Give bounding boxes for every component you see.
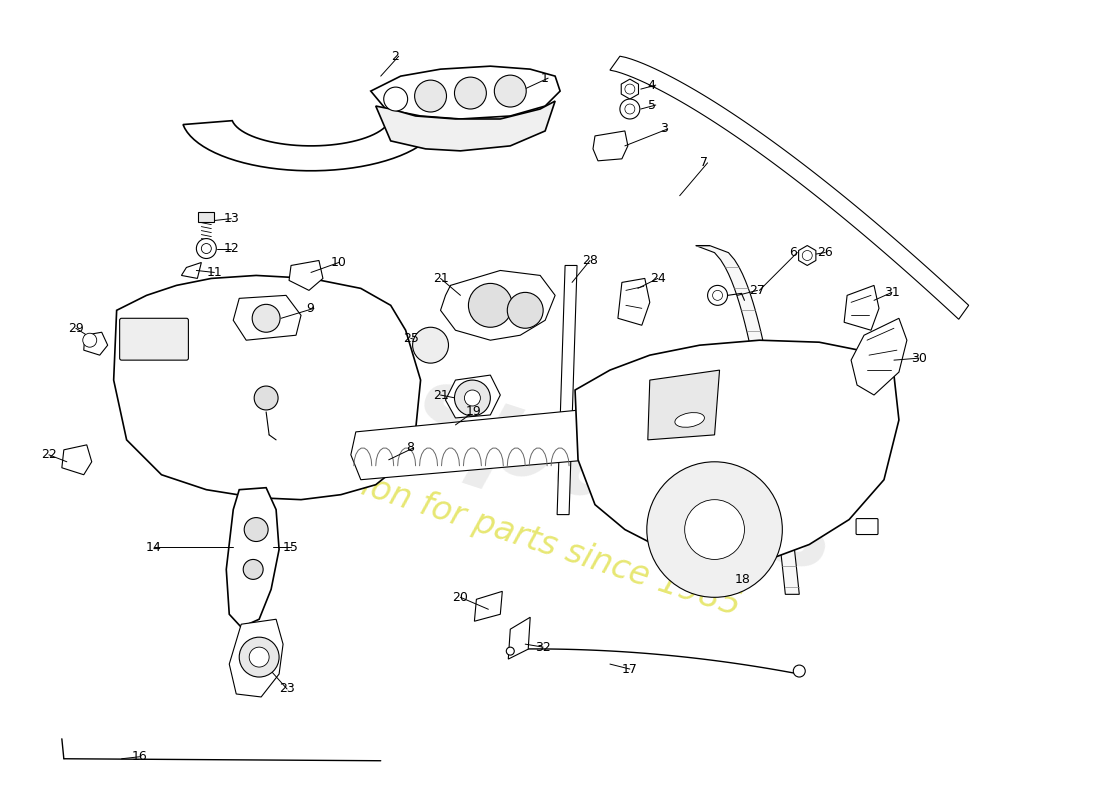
Circle shape — [647, 462, 782, 598]
FancyBboxPatch shape — [198, 212, 214, 222]
Circle shape — [625, 84, 635, 94]
Circle shape — [469, 283, 513, 327]
Polygon shape — [376, 101, 556, 151]
Circle shape — [684, 500, 745, 559]
Circle shape — [454, 77, 486, 109]
Polygon shape — [289, 261, 323, 290]
Polygon shape — [440, 270, 556, 340]
Text: 26: 26 — [817, 246, 833, 259]
Text: 24: 24 — [650, 272, 666, 285]
Circle shape — [713, 290, 723, 300]
Polygon shape — [229, 619, 283, 697]
Text: 19: 19 — [465, 406, 481, 418]
Polygon shape — [446, 375, 501, 418]
Text: 2: 2 — [390, 50, 398, 62]
Text: 6: 6 — [790, 246, 798, 259]
Circle shape — [506, 647, 515, 655]
Polygon shape — [182, 262, 201, 278]
Circle shape — [464, 390, 481, 406]
Polygon shape — [844, 286, 879, 330]
Text: 29: 29 — [68, 322, 84, 334]
Polygon shape — [84, 332, 108, 355]
Text: 10: 10 — [331, 256, 346, 269]
Text: 20: 20 — [452, 591, 469, 604]
Polygon shape — [113, 275, 420, 500]
Polygon shape — [618, 278, 650, 326]
Text: eurospares: eurospares — [108, 260, 852, 600]
Circle shape — [250, 647, 270, 667]
Circle shape — [244, 518, 268, 542]
Circle shape — [82, 334, 97, 347]
Text: 27: 27 — [749, 284, 766, 297]
Polygon shape — [609, 56, 969, 319]
Text: 7: 7 — [700, 156, 707, 170]
Circle shape — [494, 75, 526, 107]
Circle shape — [201, 243, 211, 254]
Circle shape — [802, 250, 812, 261]
FancyBboxPatch shape — [120, 318, 188, 360]
Text: a passion for parts since 1985: a passion for parts since 1985 — [255, 436, 745, 623]
Ellipse shape — [675, 413, 704, 427]
Text: 12: 12 — [223, 242, 239, 255]
Text: 25: 25 — [403, 332, 419, 345]
Polygon shape — [233, 295, 301, 340]
Circle shape — [252, 304, 280, 332]
Polygon shape — [575, 340, 899, 562]
Polygon shape — [183, 121, 439, 170]
Polygon shape — [648, 370, 719, 440]
Polygon shape — [557, 266, 578, 514]
Circle shape — [454, 380, 491, 416]
Text: 4: 4 — [648, 78, 656, 91]
Polygon shape — [62, 445, 91, 474]
Text: 8: 8 — [406, 442, 414, 454]
Text: 23: 23 — [279, 682, 295, 695]
Polygon shape — [351, 410, 595, 480]
Text: 13: 13 — [223, 212, 239, 225]
Circle shape — [254, 386, 278, 410]
Polygon shape — [474, 591, 503, 622]
Circle shape — [507, 292, 543, 328]
Text: 1: 1 — [540, 72, 548, 85]
Text: 21: 21 — [432, 389, 449, 402]
Circle shape — [197, 238, 217, 258]
Circle shape — [620, 99, 640, 119]
Text: 14: 14 — [145, 541, 162, 554]
Text: 18: 18 — [735, 573, 750, 586]
Circle shape — [707, 286, 727, 306]
Text: 16: 16 — [132, 750, 147, 763]
Text: 22: 22 — [41, 448, 57, 462]
Text: 21: 21 — [432, 272, 449, 285]
Circle shape — [415, 80, 447, 112]
Circle shape — [412, 327, 449, 363]
FancyBboxPatch shape — [856, 518, 878, 534]
Polygon shape — [593, 131, 628, 161]
Polygon shape — [227, 488, 279, 627]
Polygon shape — [508, 618, 530, 659]
Circle shape — [793, 665, 805, 677]
Text: 11: 11 — [207, 266, 222, 279]
Polygon shape — [371, 66, 560, 119]
Circle shape — [239, 637, 279, 677]
Polygon shape — [851, 318, 906, 395]
Circle shape — [384, 87, 408, 111]
Polygon shape — [695, 246, 800, 594]
Text: 28: 28 — [582, 254, 598, 267]
Text: 17: 17 — [621, 662, 638, 675]
Text: 32: 32 — [536, 641, 551, 654]
Text: 9: 9 — [306, 302, 313, 315]
Circle shape — [243, 559, 263, 579]
Text: 5: 5 — [648, 98, 656, 111]
Text: 30: 30 — [911, 352, 927, 365]
Text: 31: 31 — [884, 286, 900, 299]
Text: 3: 3 — [660, 122, 668, 135]
Circle shape — [625, 104, 635, 114]
Text: 15: 15 — [283, 541, 299, 554]
